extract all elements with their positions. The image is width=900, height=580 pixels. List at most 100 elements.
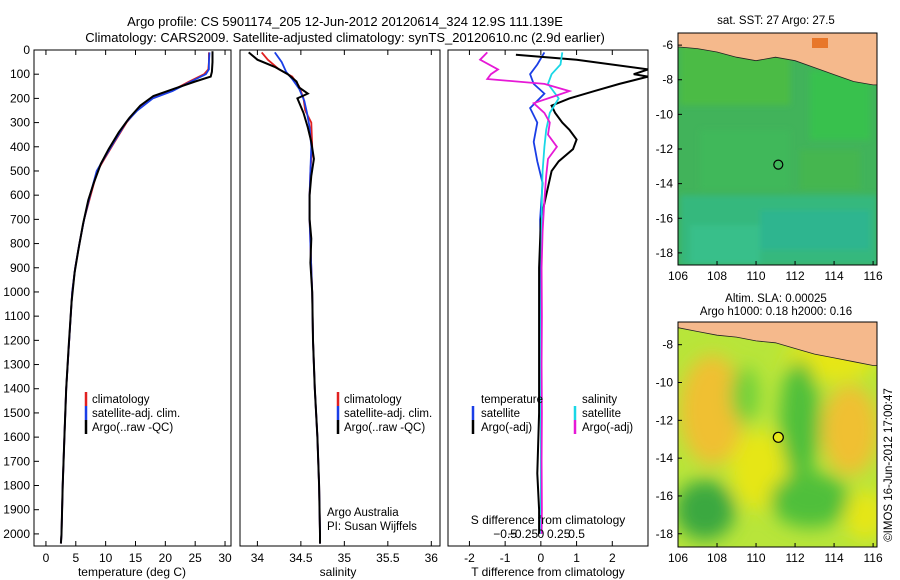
sla-blob: [845, 490, 877, 540]
x-tick-label: -2: [464, 551, 475, 565]
top-tick-label: 0: [538, 527, 545, 541]
map-y-tick-label: -16: [656, 211, 674, 225]
difference-top-ticks: −0.5−0.25 0 0.250.5: [493, 527, 585, 541]
map-y-tick-label: -10: [656, 376, 674, 390]
sla-x-ticks: 106 108 110 112 114 116: [668, 543, 883, 565]
sla-blob: [680, 355, 744, 465]
y-tick-label: 900: [10, 261, 30, 275]
y-tick-label: 200: [10, 91, 30, 105]
y-tick-label: 1300: [3, 358, 30, 372]
x-tick-label: 10: [99, 551, 113, 565]
sla-blob: [780, 360, 820, 480]
y-tick-label: 1700: [3, 454, 30, 468]
x-tick-label: 15: [129, 551, 143, 565]
legend-header-temperature: temperature: [481, 394, 543, 406]
map-x-tick-label: 106: [668, 269, 688, 283]
map-x-tick-label: 108: [707, 551, 727, 565]
x-tick-label: 34: [251, 551, 265, 565]
difference-legend: temperature salinity satellite Argo(-adj…: [471, 394, 633, 434]
map-y-tick-label: -10: [656, 107, 674, 121]
y-tick-label: 2000: [3, 527, 30, 541]
map-x-tick-label: 116: [864, 551, 883, 565]
map-y-tick-label: -18: [656, 527, 674, 541]
temperature-axes-frame: [33, 49, 232, 547]
sla-y-ticks: -8 -10 -12 -14 -16 -18: [656, 338, 682, 541]
y-tick-label: 1100: [4, 309, 30, 323]
map-x-tick-label: 112: [785, 269, 804, 283]
legend-label-temp-satellite: satellite: [481, 408, 520, 420]
top-tick-label: 0.5: [568, 527, 585, 541]
map-y-tick-label: -6: [662, 38, 673, 52]
sst-map-title: sat. SST: 27 Argo: 27.5: [717, 15, 835, 27]
sst-warm-spot: [812, 38, 828, 48]
temperature-series: [59, 51, 214, 544]
sst-y-ticks: -6 -8 -10 -12 -14 -16 -18: [656, 38, 682, 260]
y-tick-label: 700: [10, 212, 30, 226]
sla-map-panel: Altim. SLA: 0.00025 Argo h1000: 0.18 h20…: [656, 293, 883, 565]
sst-patch: [760, 210, 870, 250]
x-tick-label: 36: [425, 551, 439, 565]
top-tick-label: −0.25: [508, 527, 539, 541]
sla-field: [678, 322, 877, 547]
difference-x-ticks: -2 -1 0 1 2: [464, 50, 616, 565]
salinity-x-ticks: 34 34.5 35 35.5 36: [251, 50, 439, 565]
salinity-legend: climatology satellite-adj. clim. Argo(..…: [336, 392, 432, 434]
y-tick-label: 800: [10, 237, 30, 251]
salinity-axes-frame: [239, 49, 441, 547]
map-x-tick-label: 108: [707, 269, 727, 283]
y-tick-label: 1800: [3, 479, 30, 493]
difference-series: [478, 51, 649, 534]
sst-x-ticks: 106 108 110 112 114 116: [668, 261, 883, 283]
map-y-tick-label: -12: [656, 413, 674, 427]
sst-patch: [700, 130, 790, 190]
y-tick-label: 1000: [3, 285, 30, 299]
temperature-legend: climatology satellite-adj. clim. Argo(..…: [84, 392, 180, 434]
sla-blob: [731, 367, 759, 423]
difference-panel: -2 -1 0 1 2 −0.5−0.25 0 0.250.5 S difference f…: [447, 49, 649, 579]
series-line-temperature-2: [59, 51, 214, 544]
legend-header-salinity: salinity: [582, 394, 617, 406]
y-tick-label: 600: [10, 188, 30, 202]
sst-map-panel: sat. SST: 27 Argo: 27.5 106 108 110 112 114 1…: [656, 15, 883, 283]
y-tick-label: 1500: [3, 406, 30, 420]
map-y-tick-label: -16: [656, 489, 674, 503]
pi-annotation: PI: Susan Wijffels: [327, 521, 417, 533]
map-x-tick-label: 114: [825, 269, 844, 283]
temperature-xlabel: temperature (deg C): [78, 565, 186, 579]
legend-label-argo: Argo(..raw -QC): [92, 422, 173, 434]
y-tick-label: 1600: [3, 430, 30, 444]
x-tick-label: 35: [338, 551, 352, 565]
temperature-y-ticks: 0 100 200 300 400 500 600 700 800 900 1000 1100 1200…: [3, 43, 39, 541]
legend-label-satellite-clim: satellite-adj. clim.: [92, 408, 180, 420]
y-tick-label: 0: [23, 43, 30, 57]
temperature-panel: 0 5 10 15 20 25 30 0 100 200 300 400 500 600 700 800 90…: [3, 43, 232, 579]
map-y-tick-label: -14: [656, 177, 674, 191]
sla-map-frame: [677, 321, 878, 548]
salinity-panel: 34 34.5 35 35.5 36 salinity climatology sate…: [239, 49, 441, 579]
legend-label-climatology: climatology: [344, 394, 402, 406]
x-tick-label: 25: [189, 551, 203, 565]
sst-patch: [690, 225, 760, 265]
sst-patch: [800, 150, 860, 190]
sst-argo-marker: [773, 159, 784, 170]
map-y-tick-label: -14: [656, 451, 674, 465]
map-y-tick-label: -12: [656, 142, 674, 156]
map-y-tick-label: -8: [662, 73, 673, 87]
argo-australia-annotation: Argo Australia: [327, 507, 399, 519]
legend-label-argo: Argo(..raw -QC): [344, 422, 425, 434]
map-x-tick-label: 116: [864, 269, 883, 283]
y-tick-label: 1200: [3, 333, 30, 347]
map-x-tick-label: 114: [825, 551, 844, 565]
salinity-series: [248, 51, 321, 544]
title-line-1: Argo profile: CS 5901174_205 12-Jun-2012…: [127, 14, 563, 29]
y-tick-label: 300: [10, 116, 30, 130]
series-line-salinity-2: [248, 51, 321, 544]
y-tick-label: 100: [10, 67, 30, 81]
legend-label-sal-argo: Argo(-adj): [582, 422, 633, 434]
y-tick-label: 1400: [3, 382, 30, 396]
legend-label-temp-argo: Argo(-adj): [481, 422, 532, 434]
sla-blob: [678, 480, 735, 540]
y-tick-label: 500: [10, 164, 30, 178]
top-tick-label: −0.5: [493, 527, 517, 541]
